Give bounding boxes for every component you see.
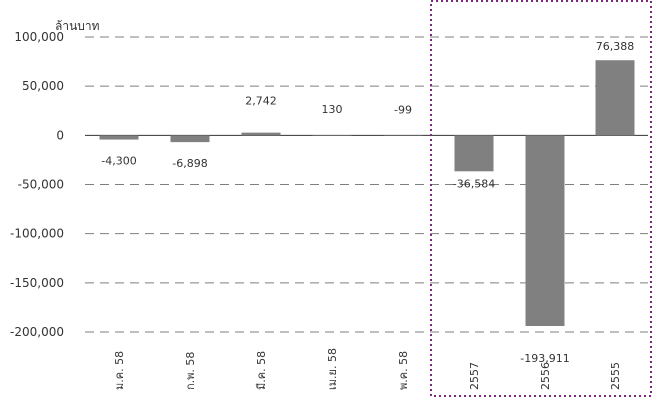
y-axis-unit-label: ล้านบาท [55, 19, 100, 33]
y-axis-ticks: 100,000 50,000 0 -50,000 -100,000 -150,000 -20… [10, 30, 64, 339]
x-tick-label: 2556 [539, 362, 552, 390]
y-tick-label: -50,000 [18, 178, 64, 192]
y-tick-label: 0 [56, 128, 64, 142]
bar [525, 135, 565, 327]
y-tick-label: -100,000 [10, 227, 64, 241]
bar [454, 135, 494, 172]
bar [595, 60, 635, 136]
x-tick-label: 2557 [468, 362, 481, 390]
bar [241, 132, 281, 136]
data-label: -36,584 [453, 177, 495, 190]
x-tick-label: พ.ค. 58 [397, 351, 410, 390]
data-label: -4,300 [101, 155, 136, 168]
bars [99, 60, 635, 327]
data-label: 76,388 [596, 40, 635, 53]
x-tick-label: ก.พ. 58 [184, 352, 197, 390]
bar [312, 135, 352, 136]
data-label: -99 [394, 103, 412, 116]
y-tick-label: 100,000 [14, 30, 64, 44]
y-tick-label: -200,000 [10, 325, 64, 339]
data-label: 2,742 [245, 95, 277, 108]
x-tick-label: 2555 [609, 362, 622, 390]
y-tick-label: -150,000 [10, 276, 64, 290]
x-axis-ticks: ม.ค. 58 ก.พ. 58 มี.ค. 58 เม.ย. 58 พ.ค. 58 255… [113, 348, 622, 390]
bar [170, 135, 210, 143]
x-tick-label: มี.ค. 58 [255, 351, 268, 390]
x-tick-label: เม.ย. 58 [326, 348, 339, 390]
bar [99, 135, 139, 140]
annual-highlight-box [430, 0, 652, 397]
data-labels: -4,300 -6,898 2,742 130 -99 -36,584 -193,911 76… [101, 40, 634, 365]
y-tick-label: 50,000 [22, 79, 64, 93]
bar [383, 135, 423, 136]
x-tick-label: ม.ค. 58 [113, 351, 126, 390]
data-label: -193,911 [520, 352, 569, 365]
data-label: -6,898 [172, 157, 207, 170]
data-label: 130 [322, 103, 343, 116]
